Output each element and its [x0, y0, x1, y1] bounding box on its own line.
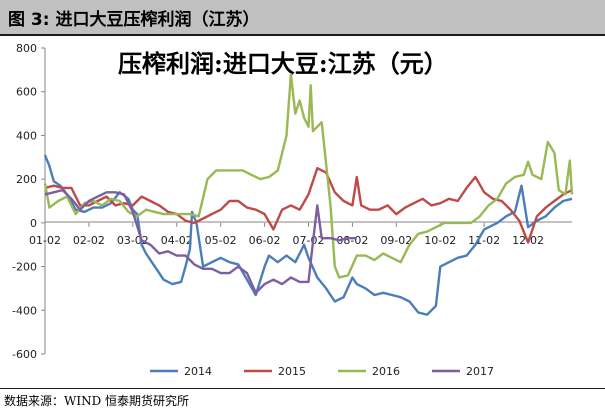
y-axis-ticks: -600 -400 -200 0 200 400 600 800	[12, 42, 45, 361]
source-note: 数据来源：WIND 恒泰期货研究所	[4, 394, 190, 408]
legend-label-2014: 2014	[184, 365, 212, 378]
legend-label-2016: 2016	[372, 365, 400, 378]
legend: 2014 2015 2016 2017	[150, 365, 494, 378]
footer-divider	[0, 388, 605, 389]
y-tick-label: 800	[16, 42, 37, 55]
x-tick-label: 05-02	[205, 234, 237, 247]
series-lines	[43, 73, 574, 316]
x-axis-ticks: 01-02 02-02 03-02 04-02 05-02 06-02 07-02 08-02…	[29, 222, 544, 247]
legend-label-2015: 2015	[278, 365, 306, 378]
x-tick-label: 04-02	[161, 234, 193, 247]
y-tick-label: 400	[16, 129, 37, 142]
line-chart: 压榨利润:进口大豆:江苏（元） -600 -400 -200 0 200 400 600 80…	[12, 42, 574, 378]
figure-caption: 图 3: 进口大豆压榨利润（江苏）	[8, 10, 260, 30]
legend-label-2017: 2017	[466, 365, 494, 378]
figure-header: 图 3: 进口大豆压榨利润（江苏）	[0, 0, 605, 34]
y-tick-label: 600	[16, 86, 37, 99]
chart-title: 压榨利润:进口大豆:江苏（元）	[118, 49, 448, 78]
y-tick-label: -400	[12, 304, 37, 317]
x-tick-label: 06-02	[249, 234, 281, 247]
x-tick-label: 07-02	[293, 234, 325, 247]
x-tick-label: 09-02	[380, 234, 412, 247]
y-tick-label: 0	[30, 217, 37, 230]
series-line-2014	[43, 154, 573, 316]
x-tick-label: 08-02	[336, 234, 368, 247]
series-line-2015	[44, 167, 573, 244]
header-divider	[0, 34, 605, 36]
y-tick-label: -600	[12, 348, 37, 361]
series-line-2016	[43, 73, 574, 279]
y-tick-label: 200	[16, 173, 37, 186]
x-tick-label: 11-02	[468, 234, 500, 247]
series-line-2017	[44, 188, 357, 294]
y-tick-label: -200	[12, 261, 37, 274]
x-tick-label: 02-02	[73, 234, 105, 247]
x-tick-label: 10-02	[424, 234, 456, 247]
x-tick-label: 01-02	[29, 234, 61, 247]
